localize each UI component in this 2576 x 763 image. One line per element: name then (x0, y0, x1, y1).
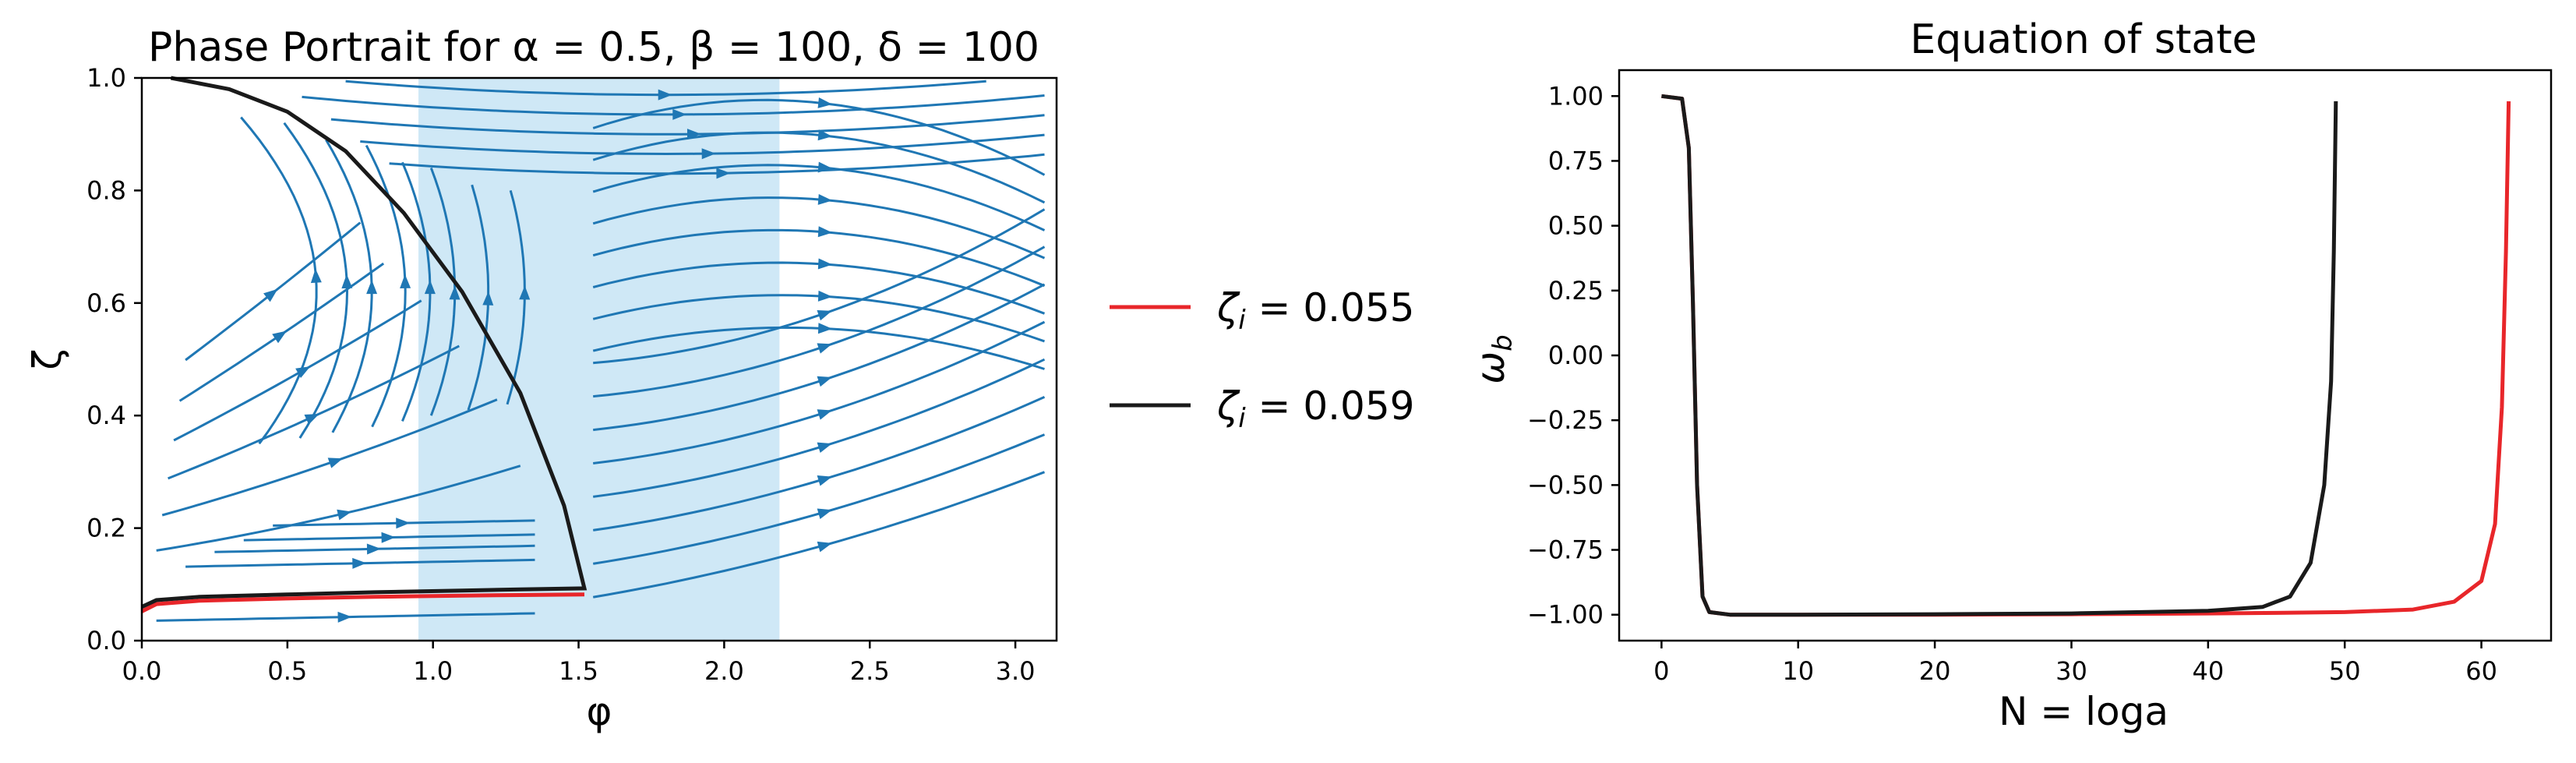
streamline-arrow (817, 409, 832, 420)
shaded-region-layer (418, 78, 780, 641)
streamlines-layer (156, 79, 1046, 623)
streamline-arrow (817, 343, 832, 354)
x-tick-label: 1.0 (413, 656, 453, 686)
x-tick-label: 10 (1782, 656, 1814, 686)
shaded-region (418, 78, 780, 641)
x-tick-label: 2.0 (704, 656, 744, 686)
streamline (240, 116, 318, 445)
phase-y-axis-label: ζ (25, 348, 70, 369)
eos-series-layer (1661, 94, 2511, 617)
streamline-arrow (672, 108, 687, 120)
eos-y-axis-label: ωb (1468, 334, 1519, 383)
streamline-arrow (366, 543, 381, 555)
streamline-arrow (352, 557, 367, 569)
phase-plot-frame (140, 76, 1058, 642)
streamline-arrow (337, 611, 352, 623)
streamline-arrow (817, 309, 832, 321)
y-tick-label: −1.00 (1527, 600, 1604, 630)
phase-portrait-title: Phase Portrait for α = 0.5, β = 100, δ =… (148, 24, 1039, 71)
streamline-arrow (400, 274, 411, 289)
streamline-arrow (366, 280, 378, 295)
x-tick-label: 0.0 (122, 656, 162, 686)
streamline-arrow (295, 366, 311, 379)
x-tick-label: 2.5 (850, 656, 890, 686)
eos-y-ticks: 1.00 0.75 0.50 0.25 0.00 −0.25 −0.50 −0.75 −1.00 (1527, 81, 1619, 630)
streamline-arrow (449, 285, 461, 300)
streamline-arrow (396, 517, 411, 529)
streamline-arrow (310, 268, 322, 284)
streamline-arrow (817, 290, 833, 302)
y-tick-label: 0.4 (86, 401, 126, 430)
streamline-arrow (519, 285, 531, 300)
phase-y-ticks: 0.0 0.2 0.4 0.6 0.8 1.0 (86, 63, 142, 655)
streamline-arrow (817, 258, 833, 270)
phase-x-axis-label: φ (587, 689, 612, 734)
legend-label-black: ζi = 0.059 (1216, 383, 1414, 434)
legend: ζi = 0.055 ζi = 0.059 (1110, 285, 1414, 434)
y-tick-label: −0.50 (1527, 470, 1604, 500)
eos-title: Equation of state (1910, 16, 2257, 63)
streamline-arrow (327, 457, 343, 468)
y-tick-label: 1.00 (1548, 81, 1604, 111)
x-tick-label: 20 (1919, 656, 1951, 686)
streamline-arrow (482, 291, 494, 306)
streamline-arrow (817, 323, 833, 334)
phase-x-ticks: 0.0 0.5 1.0 1.5 2.0 2.5 3.0 (122, 641, 1036, 686)
streamline-arrow (817, 161, 833, 173)
y-tick-label: 0.0 (86, 626, 126, 655)
streamline-arrow (817, 442, 832, 454)
streamline-arrow (304, 414, 319, 425)
streamline-arrow (817, 508, 832, 519)
streamline-arrow (817, 541, 832, 553)
streamline-arrow (424, 280, 436, 295)
y-tick-label: −0.25 (1527, 405, 1604, 435)
streamline-arrow (381, 532, 396, 543)
phase-series-layer (140, 76, 588, 613)
streamline-arrow (817, 226, 833, 238)
streamline-arrow (817, 97, 833, 108)
y-tick-label: 0.6 (86, 288, 126, 318)
y-tick-label: −0.75 (1527, 535, 1604, 565)
streamline-arrow (817, 129, 833, 141)
eos-x-ticks: 0 10 20 30 40 50 60 (1653, 641, 2497, 686)
phase-portrait-panel: Phase Portrait for α = 0.5, β = 100, δ =… (25, 24, 1058, 734)
y-tick-label: 0.8 (86, 175, 126, 205)
streamline-arrow (817, 475, 832, 486)
x-tick-label: 0.5 (267, 656, 307, 686)
x-tick-label: 50 (2329, 656, 2361, 686)
streamline-arrow (272, 330, 288, 344)
x-tick-label: 3.0 (996, 656, 1036, 686)
streamline-arrow (716, 168, 731, 179)
streamline (168, 344, 460, 480)
streamline-arrow (263, 288, 278, 302)
eos-series-red (1661, 94, 2511, 617)
y-tick-label: 0.25 (1548, 276, 1604, 306)
x-tick-label: 0 (1653, 656, 1669, 686)
x-tick-label: 1.5 (559, 656, 598, 686)
streamline-arrow (686, 129, 701, 140)
streamline-arrow (337, 509, 352, 521)
eos-x-axis-label: N = loga (1999, 689, 2168, 734)
y-tick-label: 1.0 (86, 63, 126, 93)
y-tick-label: 0.00 (1548, 341, 1604, 370)
streamline-arrow (817, 193, 833, 205)
y-tick-label: 0.75 (1548, 146, 1604, 175)
streamline-arrow (341, 274, 353, 289)
y-tick-label: 0.2 (86, 514, 126, 543)
streamline-arrow (658, 89, 672, 101)
x-tick-label: 60 (2465, 656, 2497, 686)
eos-plot-frame (1618, 69, 2553, 642)
x-tick-label: 30 (2056, 656, 2087, 686)
legend-label-red: ζi = 0.055 (1216, 285, 1414, 336)
x-tick-label: 40 (2192, 656, 2224, 686)
equation-of-state-panel: Equation of state 0 10 20 30 40 50 60 1.00 0.75… (1468, 16, 2553, 734)
phase-series-red (140, 592, 585, 613)
streamline-arrow (701, 148, 716, 160)
eos-series-black (1661, 94, 2338, 617)
streamline-arrow (817, 376, 832, 387)
streamline (173, 299, 422, 442)
phase-series-black (140, 76, 588, 609)
y-tick-label: 0.50 (1548, 211, 1604, 241)
